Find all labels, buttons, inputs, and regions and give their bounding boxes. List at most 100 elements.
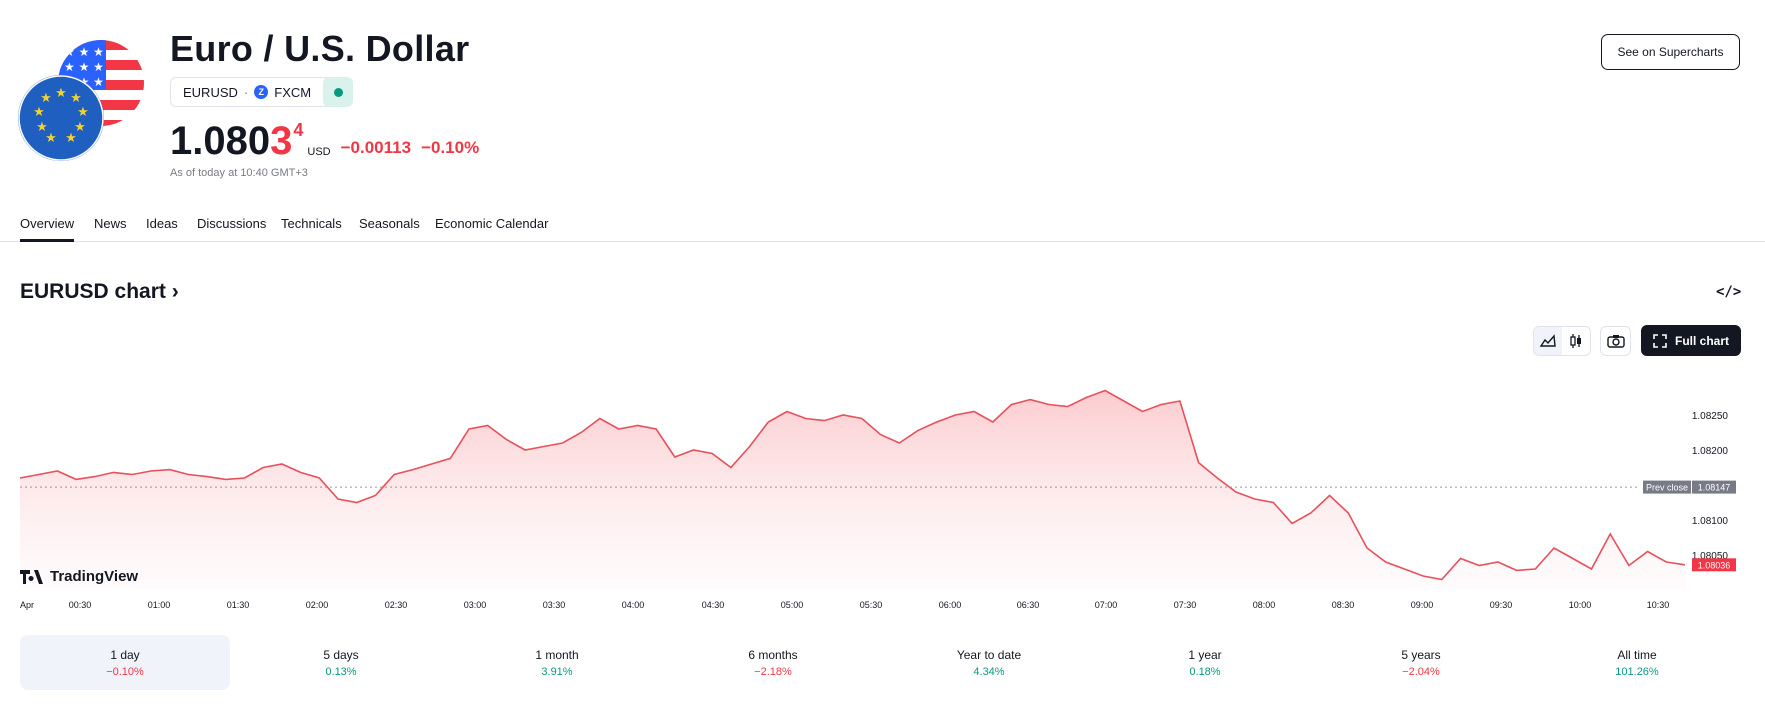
x-tick-label: Apr — [20, 600, 34, 610]
period-button[interactable]: 6 months −2.18% — [668, 635, 878, 690]
fullscreen-icon — [1653, 333, 1667, 348]
period-button[interactable]: 5 years −2.04% — [1316, 635, 1526, 690]
period-button[interactable]: Year to date 4.34% — [884, 635, 1094, 690]
x-tick-label: 08:00 — [1253, 600, 1276, 610]
svg-text:★: ★ — [70, 91, 82, 106]
period-label: 1 year — [1188, 647, 1222, 662]
price-display: 1.080 3 4 USD −0.00113 −0.10% — [170, 118, 479, 164]
period-change: 0.18% — [1189, 665, 1221, 678]
tab-news[interactable]: News — [94, 216, 127, 231]
currency-pair-flags: ★ ★ ★ ★ ★ ★ ★ ★ ★ ★ ★ ★ ★ ★ ★ ★ ★ ★ — [18, 40, 148, 170]
svg-text:★: ★ — [45, 131, 57, 146]
full-chart-button[interactable]: Full chart — [1641, 325, 1741, 356]
period-change: 3.91% — [541, 665, 573, 678]
x-tick-label: 02:30 — [385, 600, 408, 610]
period-label: 5 days — [323, 647, 359, 662]
camera-icon[interactable] — [1600, 326, 1631, 356]
y-tick-label: 1.08100 — [1692, 516, 1729, 527]
price-change: −0.00113 — [340, 138, 412, 157]
price-area-fill — [20, 390, 1685, 590]
price-timestamp: As of today at 10:40 GMT+3 — [170, 167, 308, 179]
eu-flag-icon: ★ ★ ★ ★ ★ ★ ★ ★ ★ — [18, 75, 104, 161]
x-tick-label: 08:30 — [1332, 600, 1355, 610]
page-title: Euro / U.S. Dollar — [170, 28, 470, 69]
fxcm-logo-icon: Z — [254, 85, 269, 99]
tab-economic-calendar[interactable]: Economic Calendar — [435, 216, 549, 231]
tab-seasonals[interactable]: Seasonals — [359, 216, 420, 231]
symbol-tabs: Overview News Ideas Discussions Technica… — [0, 208, 1765, 242]
separator-dot: · — [243, 84, 249, 100]
x-tick-label: 04:00 — [622, 600, 645, 610]
x-tick-label: 10:00 — [1569, 600, 1592, 610]
symbol-header: ★ ★ ★ ★ ★ ★ ★ ★ ★ ★ ★ ★ ★ ★ ★ ★ ★ ★ Euro… — [0, 0, 1765, 200]
x-tick-label: 05:00 — [781, 600, 804, 610]
svg-text:★: ★ — [40, 91, 52, 106]
x-tick-label: 06:00 — [939, 600, 962, 610]
last-price-value: 1.08036 — [1698, 560, 1731, 570]
tab-discussions[interactable]: Discussions — [197, 216, 267, 231]
period-label: 6 months — [748, 647, 798, 662]
price-highlight-digit: 3 — [270, 119, 293, 163]
x-tick-label: 00:30 — [69, 600, 92, 610]
period-button[interactable]: All time 101.26% — [1532, 635, 1742, 690]
period-label: 1 day — [110, 647, 140, 662]
period-change: −2.04% — [1402, 665, 1440, 678]
x-tick-label: 04:30 — [702, 600, 725, 610]
market-open-dot-icon — [333, 87, 343, 97]
period-button[interactable]: 5 days 0.13% — [236, 635, 446, 690]
y-tick-label: 1.08250 — [1692, 411, 1729, 422]
period-label: All time — [1617, 647, 1657, 662]
prev-close-value: 1.08147 — [1698, 483, 1731, 493]
symbol-ticker: EURUSD — [183, 84, 238, 100]
price-main: 1.080 — [170, 119, 271, 163]
x-tick-label: 07:30 — [1174, 600, 1197, 610]
svg-text:★: ★ — [74, 120, 86, 135]
period-change: 4.34% — [973, 665, 1005, 678]
prev-close-text: Prev close — [1646, 483, 1688, 493]
x-tick-label: 05:30 — [860, 600, 883, 610]
tab-overview[interactable]: Overview — [20, 216, 75, 242]
performance-periods: 1 day −0.10% 5 days 0.13% 1 month 3.91% 6 mont… — [20, 635, 1740, 690]
embed-code-icon[interactable]: </> — [1716, 284, 1742, 300]
x-tick-label: 06:30 — [1017, 600, 1040, 610]
x-tick-label: 10:30 — [1647, 600, 1670, 610]
period-label: Year to date — [956, 647, 1022, 662]
prev-close-label: Prev close 1.08147 — [1643, 480, 1736, 494]
tab-ideas[interactable]: Ideas — [146, 216, 178, 231]
candlestick-chart-icon[interactable] — [1562, 327, 1590, 355]
area-chart-icon[interactable] — [1534, 327, 1562, 355]
x-tick-label: 09:30 — [1490, 600, 1513, 610]
period-button[interactable]: 1 day −0.10% — [20, 635, 230, 690]
chart-section-title[interactable]: EURUSD chart › — [20, 280, 179, 303]
x-tick-label: 02:00 — [306, 600, 329, 610]
x-tick-label: 01:30 — [227, 600, 250, 610]
svg-text:★ ★ ★: ★ ★ ★ — [64, 60, 104, 74]
x-tick-label: 01:00 — [148, 600, 171, 610]
period-button[interactable]: 1 month 3.91% — [452, 635, 662, 690]
exchange-name: FXCM — [274, 84, 312, 100]
last-price-label: 1.08036 — [1692, 558, 1736, 572]
svg-text:★: ★ — [77, 105, 89, 120]
svg-text:★: ★ — [55, 86, 67, 101]
period-button[interactable]: 1 year 0.18% — [1100, 635, 1310, 690]
full-chart-label: Full chart — [1674, 333, 1729, 348]
x-tick-label: 03:30 — [543, 600, 566, 610]
price-line — [19, 389, 1686, 581]
tradingview-logo-icon — [20, 569, 43, 584]
x-tick-label: 07:00 — [1095, 600, 1118, 610]
see-on-supercharts-button[interactable]: See on Supercharts — [1601, 34, 1740, 70]
chart-style-toggle — [1533, 326, 1591, 356]
period-change: −0.10% — [106, 665, 144, 678]
svg-text:★: ★ — [33, 105, 45, 120]
price-change-percent: −0.10% — [421, 138, 480, 157]
market-status-badge[interactable] — [323, 77, 353, 107]
price-chart[interactable]: 1.08250 1.08200 1.08100 1.08050 Prev close 1.… — [0, 360, 1765, 615]
period-label: 5 years — [1401, 647, 1441, 662]
period-label: 1 month — [535, 647, 579, 662]
tab-technicals[interactable]: Technicals — [281, 216, 342, 231]
symbol-exchange-selector[interactable]: EURUSD · Z FXCM ⌄ — [170, 77, 341, 107]
y-tick-label: 1.08200 — [1692, 446, 1729, 457]
x-tick-label: 03:00 — [464, 600, 487, 610]
price-currency: USD — [307, 146, 331, 158]
svg-text:★ ★ ★: ★ ★ ★ — [64, 45, 104, 59]
